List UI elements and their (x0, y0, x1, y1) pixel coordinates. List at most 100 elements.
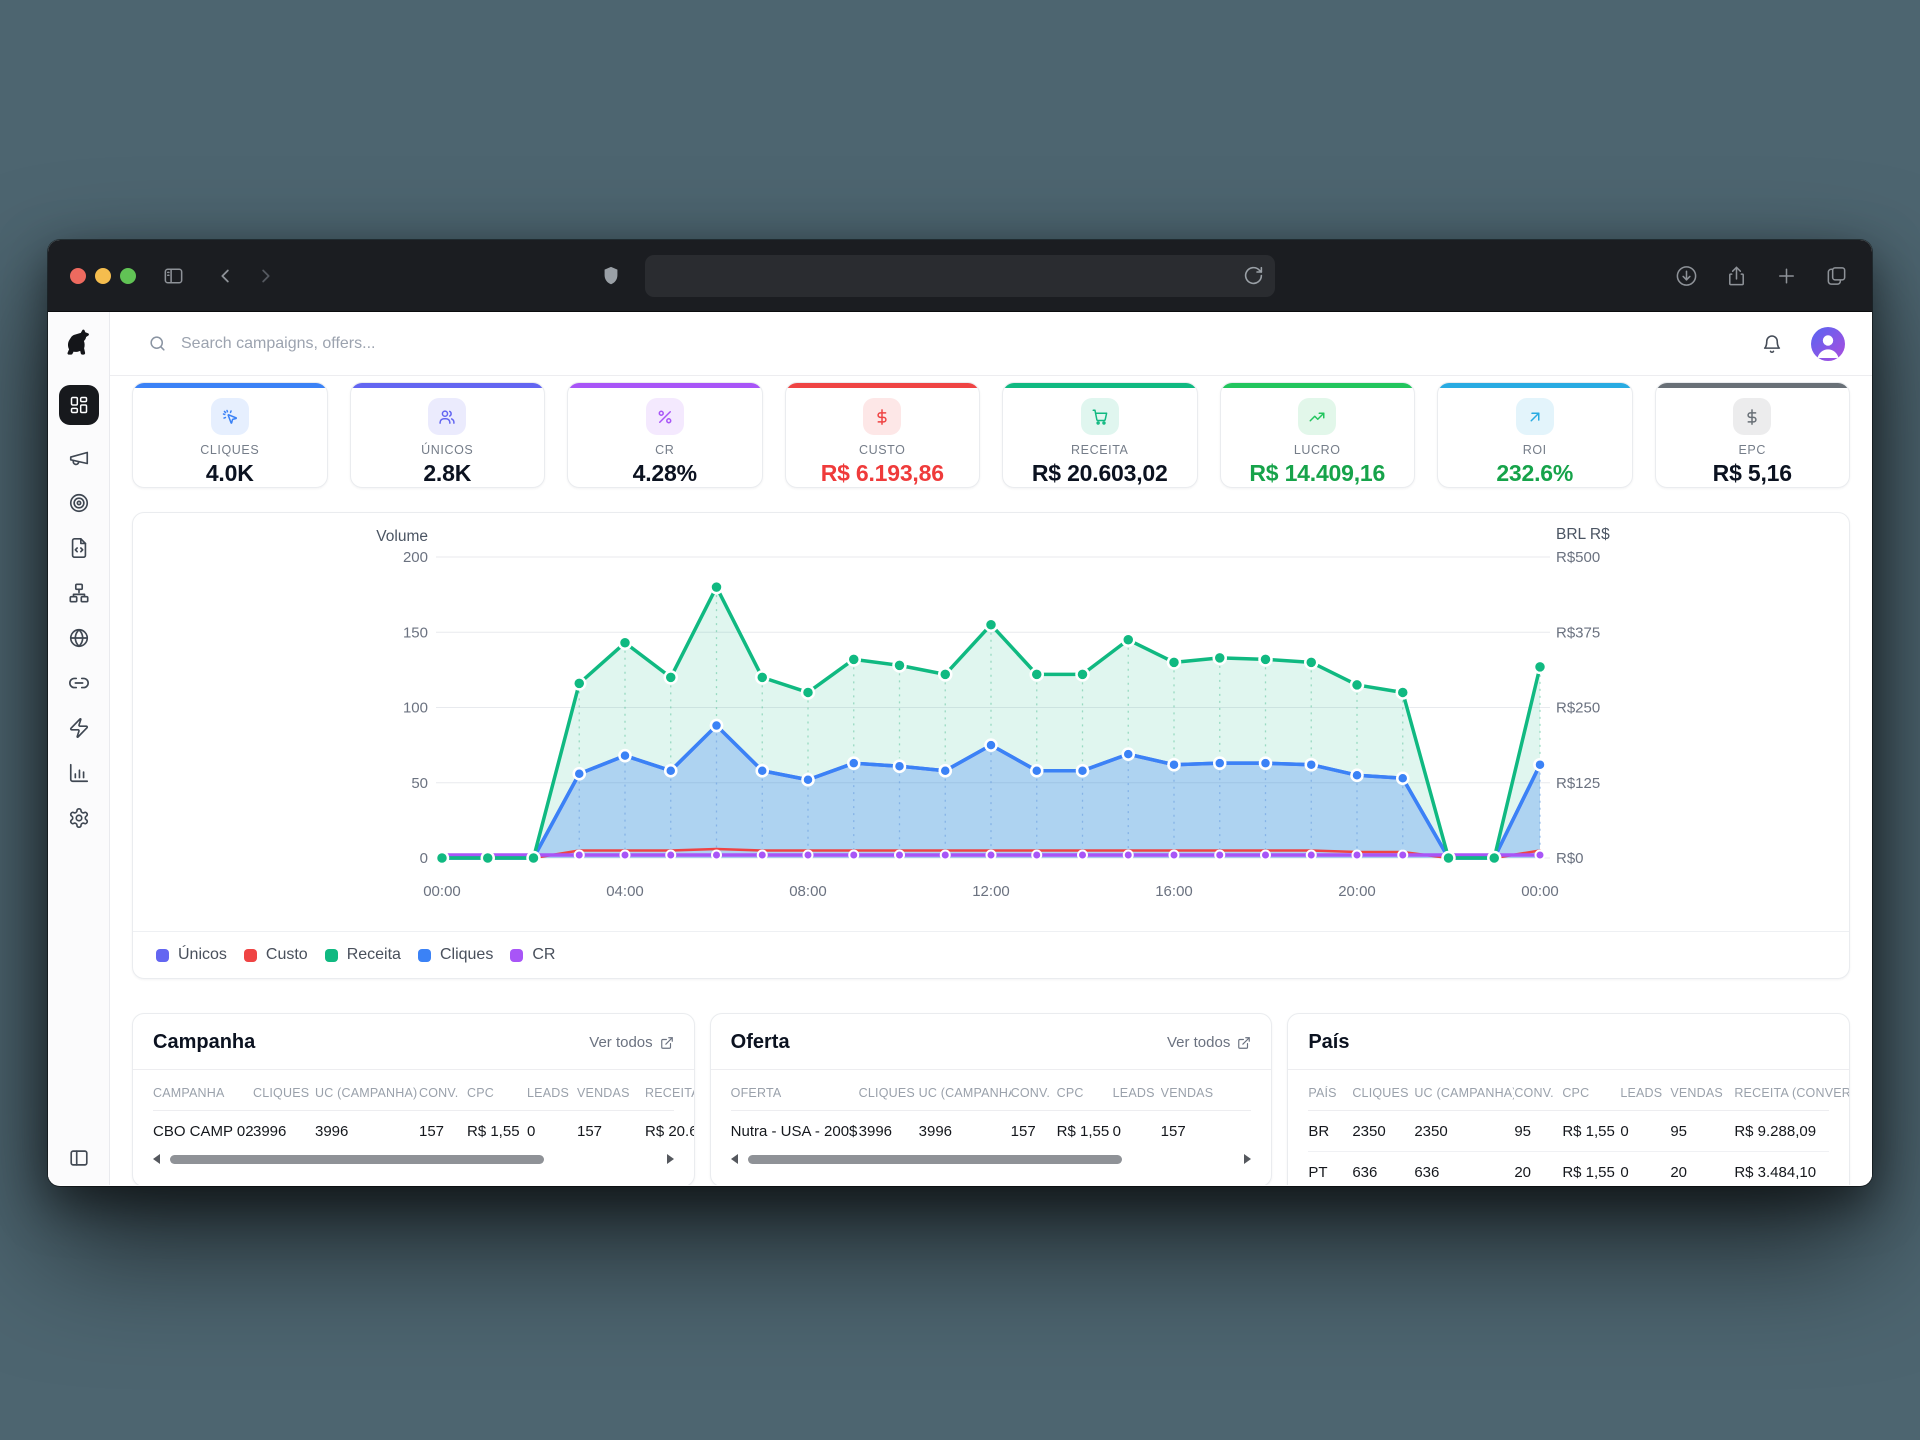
legend-swatch (243, 948, 257, 962)
close-button[interactable] (70, 268, 86, 284)
bell-icon[interactable] (1761, 333, 1783, 355)
column-header: CAMPANHA (153, 1086, 225, 1100)
dollar-icon (863, 398, 902, 435)
kpi-accent-strip (350, 383, 544, 388)
kpi-label: LUCRO (1293, 443, 1341, 457)
svg-text:0: 0 (420, 850, 428, 867)
zoom-button[interactable] (120, 268, 136, 284)
kpi-value: 4.28% (632, 460, 697, 486)
kpi-card-lucro: LUCRO R$ 14.409,16 (1219, 382, 1415, 488)
scrollbar-track[interactable] (745, 1154, 1238, 1164)
table-cell: 20 (1670, 1164, 1688, 1181)
minimize-button[interactable] (95, 268, 111, 284)
svg-text:100: 100 (403, 700, 428, 717)
sidebar-item-landing-pages[interactable] (67, 536, 91, 560)
table-cell: 636 (1414, 1164, 1440, 1181)
column-header: RECEITA (CONVERSÃO) (645, 1086, 694, 1100)
scroll-right-arrow[interactable] (1244, 1154, 1252, 1164)
table-row[interactable]: PT 636 636 20 R$ 1,55 0 20 R$ 3.484,10 (1308, 1152, 1829, 1185)
table-row[interactable]: Nutra - USA - 200$ 3996 3996 157 R$ 1,55 0 157 (731, 1111, 1252, 1151)
table-title: País (1308, 1031, 1350, 1053)
legend-swatch (156, 948, 169, 962)
svg-text:16:00: 16:00 (1155, 883, 1193, 900)
sidebar-item-automation[interactable] (67, 716, 91, 740)
column-header: UC (CAMPANHA) (1414, 1086, 1515, 1100)
kpi-card-custo: CUSTO R$ 6.193,86 (784, 382, 980, 488)
column-header: RECEITA (CONVERSÃO) (1734, 1086, 1849, 1100)
dog-logo[interactable] (48, 312, 109, 376)
chrome-sidebar-toggle-button[interactable] (162, 264, 185, 287)
kpi-value: R$ 14.409,16 (1249, 460, 1386, 486)
svg-text:R$250: R$250 (1556, 700, 1600, 717)
chart-legend: Únicos Custo Receita Cliques CR (133, 931, 1849, 978)
legend-item-cr[interactable]: CR (510, 946, 555, 964)
kpi-accent-strip (785, 383, 979, 388)
address-bar[interactable] (645, 255, 1275, 297)
table-cell: R$ 3.484,10 (1734, 1164, 1817, 1181)
kpi-label: ÚNICOS (421, 443, 474, 457)
table-cell: R$ 1,55 (1056, 1123, 1110, 1140)
sidebar-item-reports[interactable] (67, 761, 91, 785)
kpi-label: EPC (1738, 443, 1766, 457)
column-header: CLIQUES (1352, 1086, 1409, 1100)
tab-overview-icon[interactable] (1825, 264, 1848, 287)
avatar[interactable] (1811, 326, 1845, 361)
new-tab-icon[interactable] (1775, 264, 1798, 287)
sidebar-item-settings[interactable] (67, 806, 91, 830)
column-header: LEADS (1620, 1086, 1663, 1100)
svg-text:12:00: 12:00 (972, 883, 1010, 900)
column-header: LEADS (1112, 1086, 1155, 1100)
svg-text:R$0: R$0 (1556, 850, 1584, 867)
scrollbar-thumb[interactable] (170, 1154, 545, 1164)
column-header: CONV. (419, 1086, 459, 1100)
app-shell: CLIQUES 4.0K ÚNICOS 2.8K CR 4.28% CUSTO R$ 6.19… (48, 312, 1872, 1185)
legend-label: Únicos (178, 946, 227, 963)
forward-button[interactable] (254, 265, 276, 287)
svg-text:150: 150 (403, 624, 428, 641)
table-card-header: País (1288, 1014, 1849, 1070)
sidebar-item-campaigns[interactable] (67, 446, 91, 470)
scrollbar-track[interactable] (167, 1154, 660, 1164)
scroll-right-arrow[interactable] (666, 1154, 674, 1164)
share-icon[interactable] (1725, 264, 1748, 287)
column-header: VENDAS (577, 1086, 630, 1100)
scroll-left-arrow[interactable] (730, 1154, 738, 1164)
table-cell: 20 (1514, 1164, 1532, 1181)
reload-icon[interactable] (1243, 265, 1264, 286)
legend-item-custo[interactable]: Custo (243, 946, 308, 964)
sidebar-item-offers[interactable] (67, 491, 91, 515)
app-header (110, 312, 1872, 376)
table-row[interactable]: BR 2350 2350 95 R$ 1,55 0 95 R$ 9.288,09 (1308, 1111, 1829, 1152)
legend-item-receita[interactable]: Receita (324, 946, 401, 964)
scroll-left-arrow[interactable] (153, 1154, 160, 1164)
shield-icon (600, 265, 622, 287)
legend-item-cliques[interactable]: Cliques (417, 946, 493, 964)
svg-text:08:00: 08:00 (789, 883, 827, 900)
back-button[interactable] (215, 265, 237, 287)
svg-text:50: 50 (411, 775, 428, 792)
table-cell: CBO CAMP 02 (153, 1123, 253, 1140)
legend-item-únicos[interactable]: Únicos (156, 946, 227, 964)
table-title: Campanha (153, 1031, 256, 1053)
collapse-sidebar-icon[interactable] (68, 1147, 90, 1169)
table-cell: PT (1308, 1164, 1328, 1181)
table-body: PAÍS CLIQUES UC (CAMPANHA) CONV. CPC LEADS VEN… (1288, 1070, 1849, 1185)
sidebar-item-domains[interactable] (67, 626, 91, 650)
svg-text:04:00: 04:00 (606, 883, 644, 900)
legend-swatch (417, 948, 431, 962)
sidebar-item-links[interactable] (67, 671, 91, 695)
view-all-link[interactable]: Ver todos (1167, 1034, 1251, 1051)
sidebar-item-funnels[interactable] (67, 581, 91, 605)
search-input[interactable] (181, 334, 1747, 353)
kpi-label: CR (655, 443, 675, 457)
column-header: CPC (1056, 1086, 1084, 1100)
table-cell: R$ 1,55 (1562, 1164, 1615, 1181)
scrollbar-thumb[interactable] (747, 1154, 1123, 1164)
download-icon[interactable] (1675, 264, 1698, 287)
legend-swatch (324, 948, 338, 962)
column-header: PAÍS (1308, 1086, 1337, 1100)
view-all-link[interactable]: Ver todos (589, 1034, 673, 1051)
sidebar-item-dashboard[interactable] (58, 385, 99, 425)
table-header-row: PAÍS CLIQUES UC (CAMPANHA) CONV. CPC LEADS VEN… (1308, 1074, 1849, 1111)
